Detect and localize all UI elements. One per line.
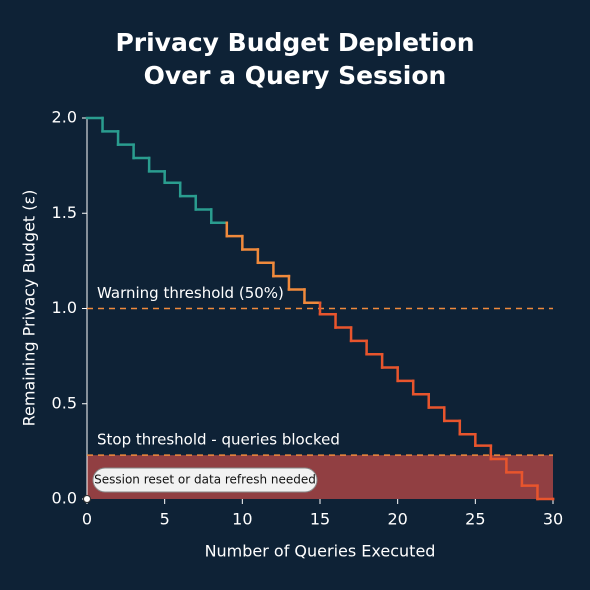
y-tick-label: 1.0 <box>52 298 77 317</box>
x-axis-label: Number of Queries Executed <box>205 542 436 561</box>
y-tick-label: 2.0 <box>52 108 77 127</box>
y-tick-label: 0.0 <box>52 489 77 508</box>
x-tick-label: 25 <box>465 510 485 529</box>
callout-point <box>83 495 91 503</box>
y-tick-label: 0.5 <box>52 393 77 412</box>
chart-subtitle: Over a Query Session <box>144 61 447 90</box>
x-tick-label: 0 <box>82 510 92 529</box>
x-tick-label: 15 <box>310 510 330 529</box>
callout-box <box>92 467 318 493</box>
chart-title: Privacy Budget Depletion <box>115 28 474 57</box>
threshold-label: Warning threshold (50%) <box>97 284 284 302</box>
x-tick-label: 30 <box>543 510 563 529</box>
x-tick-label: 5 <box>160 510 170 529</box>
x-tick-label: 20 <box>387 510 407 529</box>
y-tick-label: 1.5 <box>52 203 77 222</box>
y-axis-label: Remaining Privacy Budget (ε) <box>20 190 39 427</box>
callout-text: Session reset or data refresh needed <box>94 473 316 487</box>
threshold-label: Stop threshold - queries blocked <box>97 431 340 449</box>
x-tick-label: 10 <box>232 510 252 529</box>
